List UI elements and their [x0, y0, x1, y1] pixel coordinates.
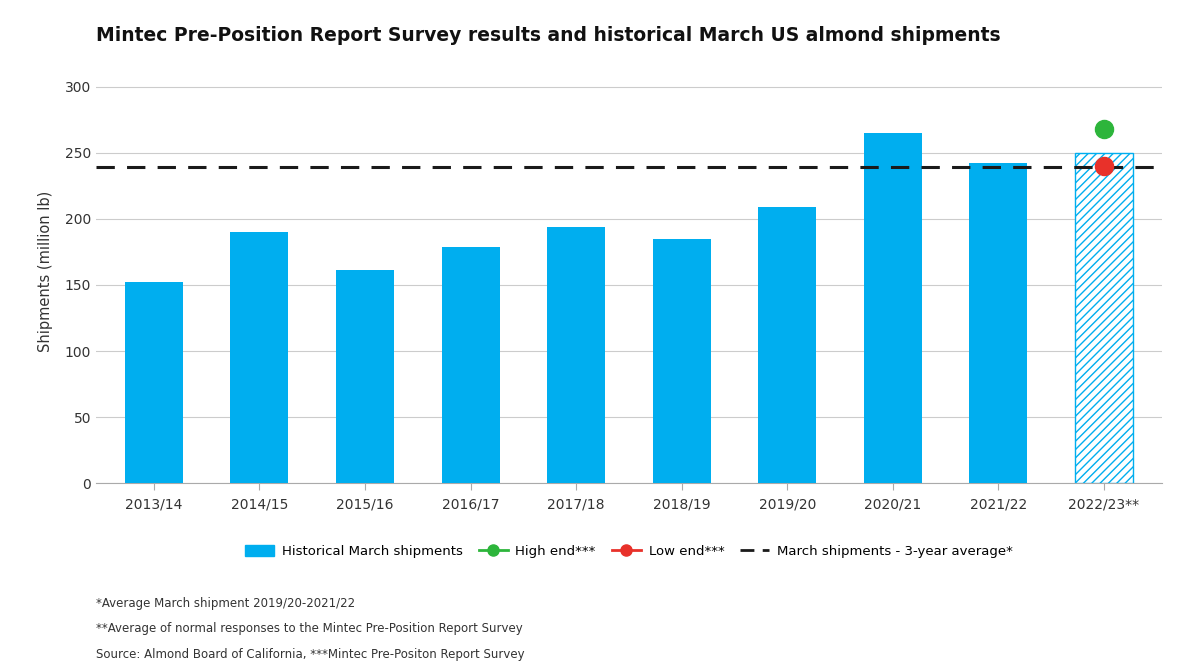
Text: Source: Almond Board of California, ***Mintec Pre-Positon Report Survey: Source: Almond Board of California, ***M…	[96, 648, 525, 660]
Text: *Average March shipment 2019/20-2021/22: *Average March shipment 2019/20-2021/22	[96, 597, 355, 609]
Bar	[758, 207, 816, 483]
Bar	[335, 270, 394, 483]
Text: Mintec Pre-Position Report Survey results and historical March US almond shipmen: Mintec Pre-Position Report Survey result…	[96, 26, 1000, 45]
Bar	[230, 232, 289, 483]
Legend: Historical March shipments, High end***, Low end***, March shipments - 3-year av: Historical March shipments, High end***,…	[244, 545, 1014, 558]
Text: **Average of normal responses to the Mintec Pre-Position Report Survey: **Average of normal responses to the Min…	[96, 622, 522, 635]
Bar	[969, 164, 1028, 483]
Bar	[125, 282, 183, 483]
Bar	[547, 227, 605, 483]
Bar	[442, 247, 500, 483]
Bar	[864, 133, 922, 483]
Bar	[653, 239, 710, 483]
Y-axis label: Shipments (million lb): Shipments (million lb)	[38, 191, 54, 352]
Bar	[1075, 153, 1133, 483]
